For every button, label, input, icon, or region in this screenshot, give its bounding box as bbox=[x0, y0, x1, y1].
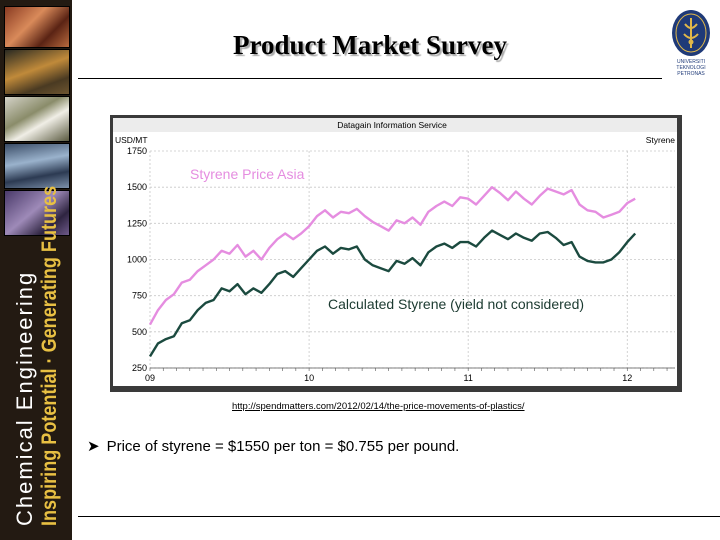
chart-title: Datagain Information Service bbox=[337, 120, 447, 130]
thumbnail-image-1 bbox=[4, 6, 70, 48]
logo-line-3: PETRONAS bbox=[677, 71, 705, 77]
arrow-bullet-icon: ➤ bbox=[87, 438, 100, 455]
x-tick-label-10: 10 bbox=[304, 373, 314, 383]
bullet-item: ➤ Price of styrene = $1550 per ton = $0.7… bbox=[87, 437, 459, 455]
sidebar-vertical-text-2: Inspiring Potential · Generating Futures bbox=[38, 185, 61, 526]
sidebar-panel: Chemical Engineering Inspiring Potential… bbox=[0, 0, 72, 540]
chart-background bbox=[113, 118, 677, 386]
page-title: Product Market Survey bbox=[233, 30, 507, 60]
y-tick-label-1250: 1250 bbox=[127, 218, 147, 228]
university-logo: UNIVERSITI TEKNOLOGI PETRONAS bbox=[672, 10, 710, 77]
y-tick-label-750: 750 bbox=[132, 291, 147, 301]
bullet-text: Price of styrene = $1550 per ton = $0.75… bbox=[106, 438, 460, 455]
footer-divider bbox=[78, 516, 720, 517]
chart-frame: Datagain Information Service Styrene USD… bbox=[110, 115, 682, 392]
styrene-price-chart: Datagain Information Service Styrene USD… bbox=[113, 118, 677, 386]
legend-calculated-styrene: Calculated Styrene (yield not considered… bbox=[328, 296, 584, 312]
legend-styrene-price-asia: Styrene Price Asia bbox=[190, 166, 305, 182]
sidebar-vertical-text-1: Chemical Engineering bbox=[12, 270, 37, 526]
source-link[interactable]: http://spendmatters.com/2012/02/14/the-p… bbox=[232, 401, 525, 412]
y-tick-label-1500: 1500 bbox=[127, 182, 147, 192]
y-tick-label-500: 500 bbox=[132, 327, 147, 337]
x-tick-label-11: 11 bbox=[464, 373, 473, 383]
logo-line-1: UNIVERSITI bbox=[677, 59, 705, 65]
series-calculated-styrene-line bbox=[148, 229, 637, 358]
thumbnail-image-4 bbox=[4, 143, 70, 189]
thumbnail-image-3 bbox=[4, 96, 70, 142]
title-divider bbox=[78, 78, 662, 79]
logo-line-2: TEKNOLOGI bbox=[676, 65, 705, 71]
chart-corner-label: Styrene bbox=[646, 135, 676, 145]
x-tick-label-09: 09 bbox=[145, 373, 155, 383]
chart-title-bar bbox=[113, 118, 677, 132]
y-tick-label-1750: 1750 bbox=[127, 146, 147, 156]
x-tick-label-12: 12 bbox=[622, 373, 632, 383]
thumbnail-image-2 bbox=[4, 49, 70, 95]
y-tick-label-250: 250 bbox=[132, 363, 147, 373]
thumbnail-image-5 bbox=[4, 190, 70, 236]
y-axis-unit-label: USD/MT bbox=[115, 135, 148, 145]
y-tick-label-1000: 1000 bbox=[127, 255, 147, 265]
series-styrene-price-asia-line bbox=[148, 185, 636, 326]
